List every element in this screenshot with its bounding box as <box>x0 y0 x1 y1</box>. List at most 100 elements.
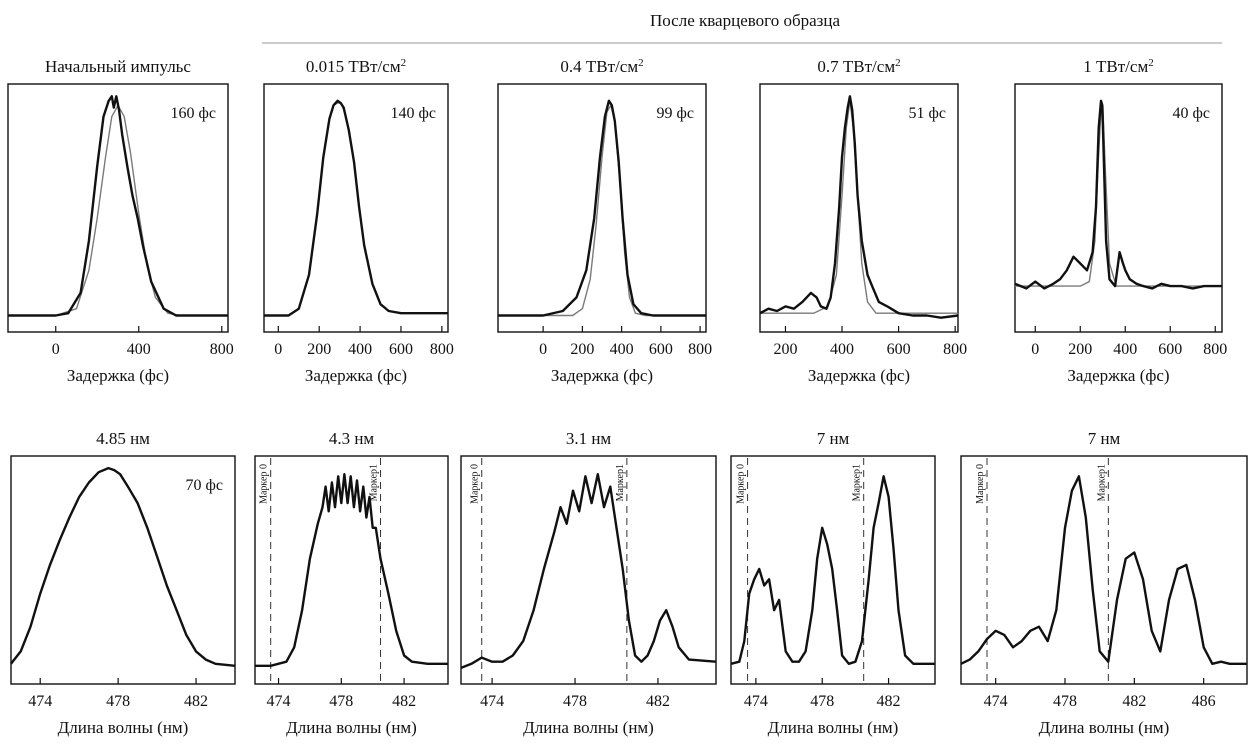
x-tick-label: 478 <box>106 693 130 710</box>
chart-title-text: 0.015 ТВт/см <box>306 57 401 76</box>
chart-title-text: Начальный импульс <box>45 57 191 76</box>
chart-title-superscript: 2 <box>638 57 644 69</box>
chart-title-text: 1 ТВт/см <box>1083 57 1148 76</box>
x-tick-label: 600 <box>1158 341 1182 358</box>
plot-frame <box>497 83 707 333</box>
group-header-title: После кварцевого образца <box>650 11 840 30</box>
chart-panel-10: 7 нм 474 478 482 486 Длина волны (нм) Маркер 0… <box>960 429 1248 737</box>
x-axis-label: Длина волны (нм) <box>58 718 189 737</box>
chart-panel-4: 0.7 ТВт/см2 51 фс 200 400 600 800 Задержка (фс… <box>759 57 967 385</box>
chart-title-text: 0.7 ТВт/см <box>817 57 895 76</box>
chart-title-text: 7 нм <box>817 429 850 448</box>
chart-title-superscript: 2 <box>895 57 901 69</box>
x-tick-label: 400 <box>127 341 151 358</box>
measured-curve <box>255 473 448 667</box>
chart-title: 0.7 ТВт/см2 <box>817 57 900 76</box>
chart-title: 7 нм <box>817 429 850 448</box>
x-tick-label: 482 <box>392 693 416 710</box>
marker-label: Маркер1 <box>1096 464 1107 501</box>
chart-title-superscript: 2 <box>401 57 407 69</box>
x-axis-label: Задержка (фс) <box>67 366 169 385</box>
x-tick-label: 400 <box>610 341 634 358</box>
fit-curve <box>8 104 228 317</box>
chart-title-text: 4.3 нм <box>329 429 375 448</box>
x-tick-label: 478 <box>329 693 353 710</box>
chart-panel-9: 7 нм 474 478 482 Длина волны (нм) Маркер 0 Мар… <box>730 429 936 737</box>
chart-title: 4.85 нм <box>96 429 150 448</box>
chart-title-text: 0.4 ТВт/см <box>560 57 638 76</box>
measured-curve <box>730 475 935 665</box>
plot-frame <box>960 455 1248 685</box>
chart-title-text: 3.1 нм <box>566 429 612 448</box>
plot-frame <box>460 455 717 685</box>
chart-panel-5: 1 ТВт/см2 40 фс 0 200 400 600 800 Задержка (фс) <box>1014 57 1227 385</box>
x-tick-label: 200 <box>570 341 594 358</box>
marker-label: Маркер 0 <box>259 464 270 504</box>
chart-title-text: 7 нм <box>1088 429 1121 448</box>
x-tick-label: 482 <box>1122 693 1146 710</box>
x-axis-label: Задержка (фс) <box>1067 366 1169 385</box>
x-tick-label: 482 <box>646 693 670 710</box>
x-axis-label: Длина волны (нм) <box>523 718 654 737</box>
plot-frame <box>759 83 959 333</box>
x-tick-label: 400 <box>830 341 854 358</box>
x-tick-label: 400 <box>348 341 372 358</box>
x-tick-label: 600 <box>887 341 911 358</box>
marker-label: Маркер1 <box>852 464 863 501</box>
x-tick-label: 0 <box>52 341 60 358</box>
measured-curve <box>498 99 706 317</box>
duration-annotation: 70 фс <box>186 477 223 494</box>
chart-title-superscript: 2 <box>1148 57 1154 69</box>
x-axis-label: Длина волны (нм) <box>286 718 417 737</box>
plot-frame <box>263 83 449 333</box>
plot-frame <box>1014 83 1223 333</box>
x-tick-label: 478 <box>1053 693 1077 710</box>
x-axis-label: Задержка (фс) <box>305 366 407 385</box>
marker-label: Маркер 0 <box>736 464 747 504</box>
chart-panels: Начальный импульс 160 фс 0 400 800 Задержка (… <box>7 57 1248 737</box>
x-tick-label: 200 <box>307 341 331 358</box>
chart-title: 0.015 ТВт/см2 <box>306 57 406 76</box>
duration-annotation: 160 фс <box>171 105 216 122</box>
x-tick-label: 800 <box>688 341 712 358</box>
measured-curve <box>460 473 717 670</box>
chart-panel-7: 4.3 нм 474 478 482 Длина волны (нм) Маркер 0 М… <box>254 429 449 737</box>
chart-title: 1 ТВт/см2 <box>1083 57 1153 76</box>
chart-panel-1: Начальный импульс 160 фс 0 400 800 Задержка (… <box>7 57 234 385</box>
x-tick-label: 600 <box>649 341 673 358</box>
x-tick-label: 474 <box>28 693 52 710</box>
chart-title-text: 4.85 нм <box>96 429 150 448</box>
x-tick-label: 478 <box>810 693 834 710</box>
measured-curve <box>10 466 236 667</box>
x-tick-label: 486 <box>1192 693 1216 710</box>
measured-curve <box>8 95 228 317</box>
measured-curve <box>960 475 1247 665</box>
x-tick-label: 800 <box>943 341 967 358</box>
x-tick-label: 474 <box>984 693 1008 710</box>
fit-curve <box>264 102 448 317</box>
plot-frame <box>7 83 229 333</box>
x-tick-label: 482 <box>184 693 208 710</box>
plot-frame <box>10 455 236 685</box>
x-tick-label: 200 <box>1068 341 1092 358</box>
x-tick-label: 400 <box>1113 341 1137 358</box>
duration-annotation: 99 фс <box>657 105 694 122</box>
x-axis-label: Длина волны (нм) <box>768 718 899 737</box>
plot-frame <box>730 455 936 685</box>
x-tick-label: 474 <box>744 693 768 710</box>
x-tick-label: 800 <box>1203 341 1227 358</box>
x-tick-label: 478 <box>563 693 587 710</box>
chart-panel-3: 0.4 ТВт/см2 99 фс 0 200 400 600 800 Задержка (ф… <box>497 57 712 385</box>
chart-title: 3.1 нм <box>566 429 612 448</box>
x-tick-label: 474 <box>267 693 291 710</box>
x-tick-label: 0 <box>1031 341 1039 358</box>
marker-label: Маркер1 <box>615 464 626 501</box>
duration-annotation: 40 фс <box>1173 105 1210 122</box>
x-tick-label: 0 <box>539 341 547 358</box>
chart-title: Начальный импульс <box>45 57 191 76</box>
duration-annotation: 140 фс <box>391 105 436 122</box>
x-tick-label: 600 <box>389 341 413 358</box>
plot-frame <box>254 455 449 685</box>
x-tick-label: 800 <box>210 341 234 358</box>
marker-label: Маркер 0 <box>975 464 986 504</box>
